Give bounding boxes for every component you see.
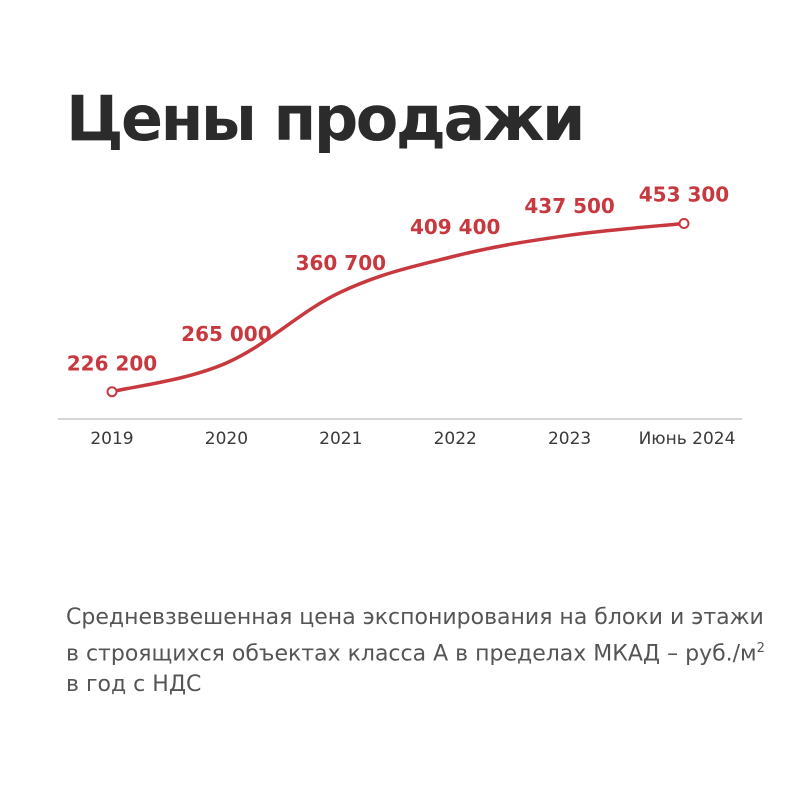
x-tick-label: 2019 (90, 429, 133, 449)
data-value-label: 360 700 (296, 251, 386, 275)
caption-superscript: 2 (756, 641, 765, 656)
data-point-marker (106, 386, 118, 398)
caption-suffix: в год с НДС (66, 672, 202, 698)
data-value-label: 265 000 (181, 322, 271, 346)
data-value-label: 409 400 (410, 215, 500, 239)
x-tick-label: Июнь 2024 (639, 429, 736, 449)
x-tick-label: 2021 (319, 429, 362, 449)
caption-text: Средневзвешенная цена экспонирования на … (66, 605, 764, 667)
x-tick-label: 2022 (434, 429, 477, 449)
data-value-label: 453 300 (639, 182, 729, 206)
series-line (110, 221, 686, 394)
data-value-label: 226 200 (67, 352, 157, 376)
x-tick-label: 2020 (205, 429, 248, 449)
chart-caption: Средневзвешенная цена экспонирования на … (66, 602, 766, 700)
data-value-label: 437 500 (524, 194, 614, 218)
data-point-marker (678, 217, 690, 229)
page-title: Цены продажи (66, 82, 585, 155)
x-tick-label: 2023 (548, 429, 591, 449)
